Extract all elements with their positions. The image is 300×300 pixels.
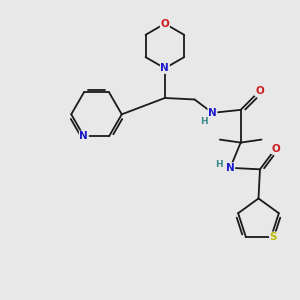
Text: H: H (200, 117, 208, 126)
Text: N: N (160, 63, 169, 73)
Text: N: N (80, 131, 88, 141)
Text: H: H (215, 160, 223, 169)
Text: O: O (271, 143, 280, 154)
Text: N: N (208, 108, 217, 118)
Text: N: N (226, 163, 235, 173)
Text: O: O (160, 19, 169, 29)
Text: O: O (255, 85, 264, 96)
Text: S: S (270, 232, 277, 242)
